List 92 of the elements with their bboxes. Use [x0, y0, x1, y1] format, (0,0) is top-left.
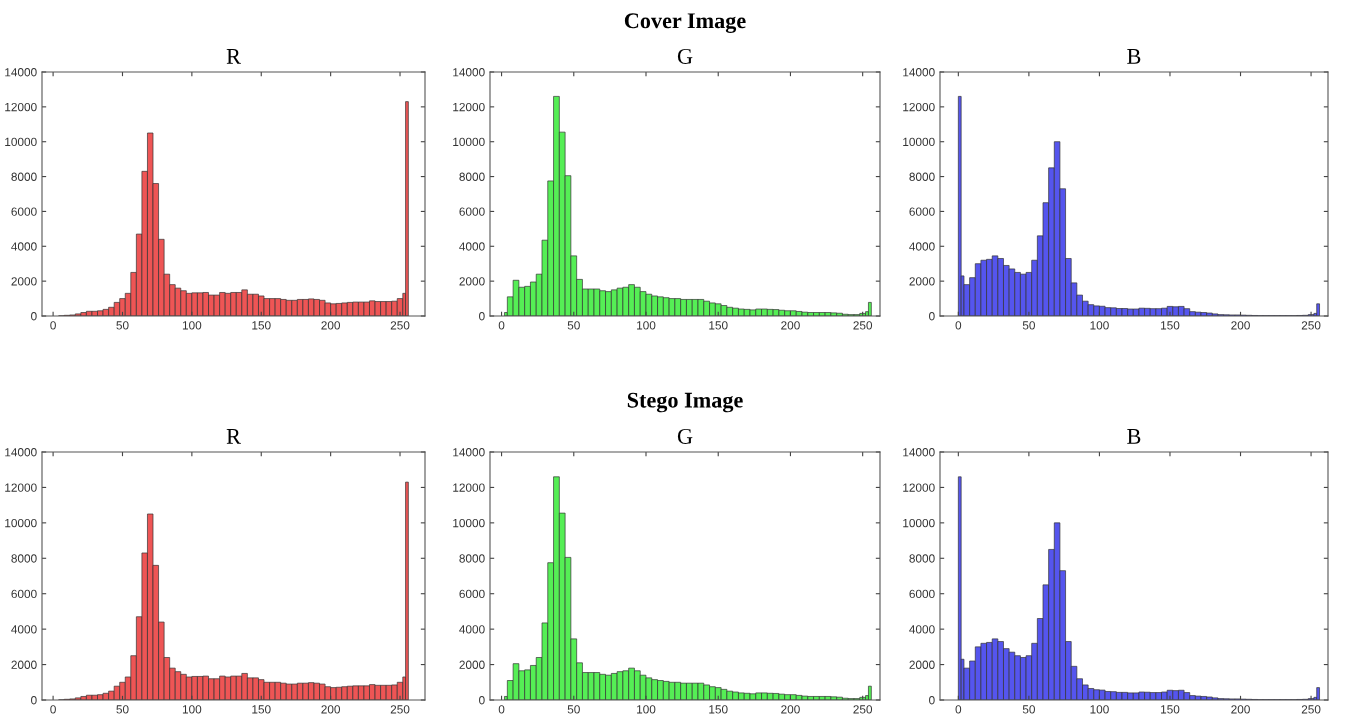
- y-tick-label: 14000: [453, 448, 485, 457]
- x-tick-label: 200: [321, 321, 341, 330]
- y-tick-label: 12000: [453, 102, 485, 112]
- y-tick-label: 10000: [5, 518, 37, 528]
- x-tick-label: 0: [955, 705, 962, 714]
- y-tick-label: 10000: [453, 137, 485, 147]
- y-tick-label: 12000: [903, 102, 935, 112]
- y-tick-label: 8000: [11, 172, 37, 181]
- x-tick-label: 50: [567, 321, 580, 330]
- y-tick-label: 12000: [5, 483, 37, 492]
- x-tick-label: 100: [182, 321, 202, 330]
- x-tick-label: 150: [709, 321, 728, 330]
- x-tick-label: 50: [116, 705, 129, 714]
- x-tick-label: 0: [498, 321, 505, 330]
- x-tick-label: 150: [252, 705, 271, 714]
- y-tick-label: 6000: [459, 207, 485, 216]
- x-tick-label: 50: [1022, 705, 1035, 714]
- x-tick-label: 100: [637, 321, 656, 330]
- x-tick-label: 250: [390, 705, 410, 714]
- y-tick-label: 2000: [459, 277, 485, 286]
- chart-title: G: [677, 428, 693, 444]
- x-tick-label: 250: [1301, 705, 1321, 714]
- y-tick-label: 0: [929, 696, 935, 705]
- x-tick-label: 50: [567, 705, 580, 714]
- x-tick-label: 50: [116, 321, 129, 330]
- x-tick-label: 250: [853, 705, 873, 714]
- y-tick-label: 6000: [11, 207, 37, 216]
- y-tick-label: 12000: [903, 483, 935, 492]
- y-tick-label: 0: [31, 696, 37, 705]
- x-tick-label: 200: [781, 705, 800, 714]
- y-tick-label: 8000: [909, 554, 935, 563]
- y-tick-label: 10000: [453, 518, 485, 528]
- y-tick-label: 4000: [11, 242, 37, 251]
- x-tick-label: 250: [1301, 321, 1321, 330]
- x-tick-label: 150: [1161, 321, 1180, 330]
- x-tick-label: 0: [50, 321, 56, 330]
- y-tick-label: 2000: [909, 277, 935, 286]
- y-tick-label: 4000: [459, 242, 485, 251]
- y-tick-label: 6000: [11, 589, 37, 599]
- x-tick-label: 150: [252, 321, 271, 330]
- y-tick-label: 0: [479, 696, 485, 705]
- y-tick-label: 12000: [5, 102, 37, 112]
- y-tick-label: 0: [479, 312, 485, 321]
- x-tick-label: 100: [1090, 321, 1109, 330]
- y-tick-label: 14000: [5, 448, 37, 457]
- y-tick-label: 6000: [909, 589, 935, 599]
- y-tick-label: 14000: [453, 68, 485, 77]
- y-tick-label: 14000: [5, 68, 37, 77]
- chart-title: R: [226, 429, 241, 444]
- y-tick-label: 10000: [5, 137, 37, 147]
- y-tick-label: 4000: [909, 625, 935, 634]
- y-tick-label: 14000: [903, 68, 935, 77]
- chart-title: B: [1127, 429, 1141, 444]
- y-tick-label: 2000: [909, 660, 935, 669]
- y-tick-label: 4000: [11, 625, 37, 634]
- x-tick-label: 0: [498, 705, 505, 714]
- y-tick-label: 10000: [903, 137, 935, 147]
- x-tick-label: 200: [1231, 705, 1250, 714]
- y-tick-label: 10000: [903, 518, 935, 528]
- x-tick-label: 100: [182, 705, 202, 714]
- x-tick-label: 250: [853, 321, 873, 330]
- x-tick-label: 200: [1231, 321, 1250, 330]
- x-tick-label: 150: [709, 705, 728, 714]
- y-tick-label: 4000: [459, 625, 485, 634]
- y-tick-label: 12000: [453, 483, 485, 492]
- y-tick-label: 8000: [909, 172, 935, 181]
- y-tick-label: 2000: [459, 660, 485, 669]
- y-tick-label: 4000: [909, 242, 935, 251]
- x-tick-label: 100: [1090, 705, 1109, 714]
- y-tick-label: 0: [929, 312, 935, 321]
- x-tick-label: 200: [781, 321, 800, 330]
- x-tick-label: 250: [390, 321, 410, 330]
- y-tick-label: 2000: [11, 277, 37, 286]
- x-tick-label: 100: [637, 705, 656, 714]
- x-tick-label: 200: [321, 705, 341, 714]
- y-tick-label: 14000: [903, 448, 935, 457]
- text: Cover Image: [624, 13, 746, 33]
- y-tick-label: 0: [31, 312, 37, 321]
- chart-title: G: [677, 48, 693, 64]
- chart-title: R: [226, 49, 241, 64]
- y-tick-label: 8000: [11, 554, 37, 563]
- text: Stego Image: [627, 392, 743, 413]
- x-tick-label: 0: [955, 321, 962, 330]
- x-tick-label: 50: [1022, 321, 1035, 330]
- y-tick-label: 8000: [459, 554, 485, 563]
- chart-title: B: [1127, 49, 1141, 64]
- y-tick-label: 6000: [459, 589, 485, 599]
- y-tick-label: 8000: [459, 172, 485, 181]
- y-tick-label: 2000: [11, 660, 37, 669]
- y-tick-label: 6000: [909, 207, 935, 216]
- x-tick-label: 150: [1161, 705, 1180, 714]
- x-tick-label: 0: [50, 705, 56, 714]
